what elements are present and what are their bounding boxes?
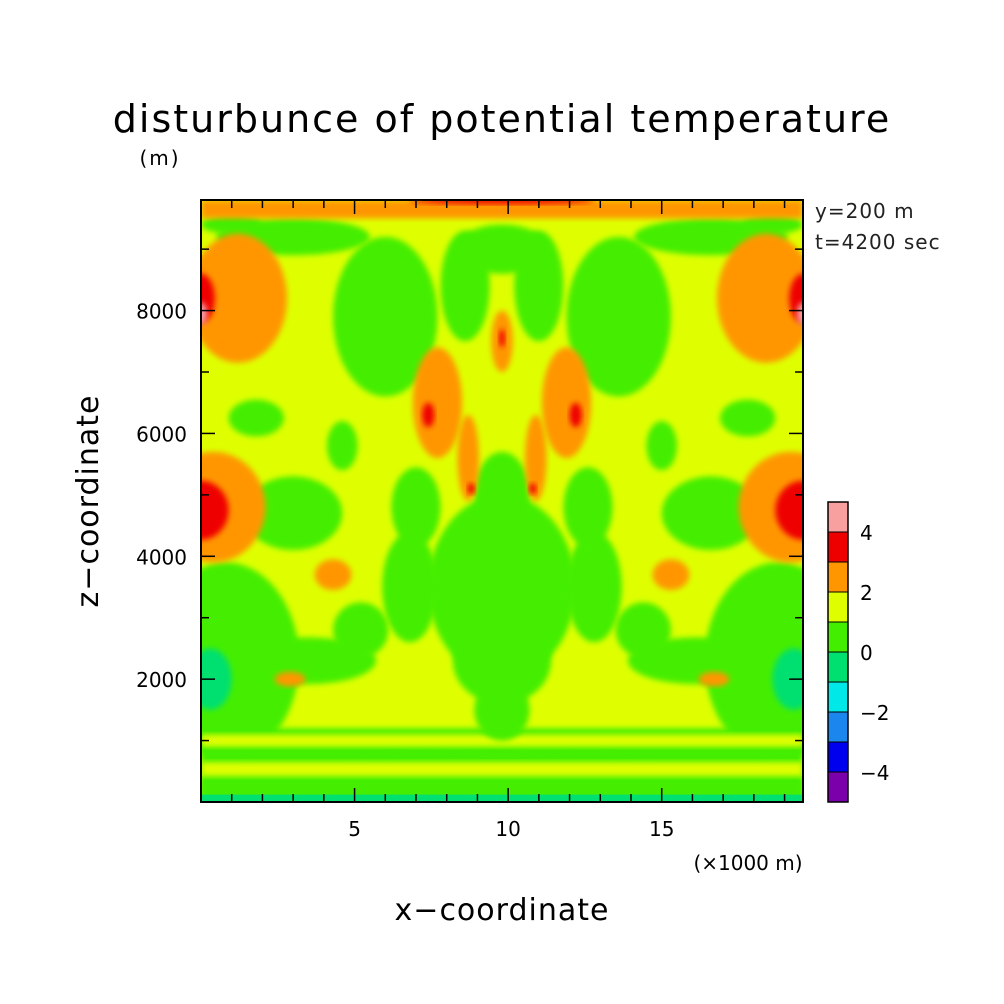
region-plume-core [498,329,506,348]
colorbar-band [828,562,848,592]
y-tick-label: 4000 [136,545,187,569]
y-tick-label: 6000 [136,422,187,446]
region-plume-core [529,483,537,495]
colorbar-label: −2 [860,701,889,725]
region-plume [412,347,463,458]
region-dark-green [772,648,803,710]
annotation-t: t=4200 sec [815,230,941,254]
region-plume [541,347,592,458]
region-warm-peak [201,302,208,325]
chart-title: disturbunce of potential temperature [113,97,891,141]
y-tick-label: 8000 [136,300,187,324]
colorbar-band [828,592,848,622]
region-green [563,467,613,548]
colorbar-label: 4 [860,521,873,545]
region-warm-bubble [738,451,803,563]
region-green [244,476,343,551]
region-upper-green [201,215,263,234]
colorbar-band [828,742,848,772]
y-tick-label: 2000 [136,668,187,692]
region-green [661,476,760,551]
plot-frame [200,199,804,803]
region-plume-core [422,402,435,428]
region-plume [314,559,352,591]
colorbar-band [828,712,848,742]
region-warm-bubble [717,233,803,363]
region-plume [525,415,547,501]
region-top-red [409,200,595,205]
region-green [228,399,284,437]
region-warm-peak [796,302,803,325]
region-plume-core [569,402,582,428]
region-center-green [474,451,530,538]
region-plume [274,671,306,687]
x-tick-label: 5 [348,817,361,841]
region-warm-bubble [201,233,287,363]
colorbar-label: 2 [860,581,873,605]
region-green [333,602,389,658]
region-top-orange [201,200,803,219]
colorbar-band [828,532,848,562]
region-yellow-strip [201,734,803,747]
region-warm-bubble [201,451,266,563]
x-axis-unit: (×1000 m) [693,851,802,875]
region-green [326,421,358,471]
region-plume [652,559,690,591]
y-ticks: 2000 4000 6000 8000 [136,248,803,742]
region-dark-green [201,648,232,710]
region-upper-green [333,236,438,397]
region-upper-green [741,215,803,234]
y-axis-label: z−coordinate [71,395,106,608]
region-green [566,531,622,643]
region-bottom-dgreen [201,794,803,802]
y-axis-unit: (m) [139,146,180,170]
region-center-green [452,617,552,704]
region-plume [698,671,730,687]
colorbar-band [828,622,848,652]
x-tick-label: 10 [495,817,520,841]
region-yellow-strip [201,762,803,777]
colorbar: −4 −2 0 2 4 [827,501,889,803]
colorbar-band [828,502,848,532]
colorbar-label: −4 [860,761,889,785]
region-plume [457,415,479,501]
x-tick-label: 15 [649,817,674,841]
colorbar-band [828,682,848,712]
contour-regions [201,200,803,802]
region-upper-green [455,224,549,274]
region-green [646,421,678,471]
annotation-y: y=200 m [815,199,915,223]
region-center-green [474,679,530,741]
region-upper-green [566,236,671,397]
colorbar-band [828,772,848,802]
region-green [382,531,438,643]
colorbar-label: 0 [860,641,873,665]
x-ticks: 5 10 15 [230,200,786,841]
region-green [615,602,671,658]
x-axis-label: x−coordinate [395,893,610,928]
contour-field [201,200,803,802]
region-green [391,467,441,548]
colorbar-band [828,652,848,682]
region-plume-core [467,483,475,495]
region-green [720,399,776,437]
